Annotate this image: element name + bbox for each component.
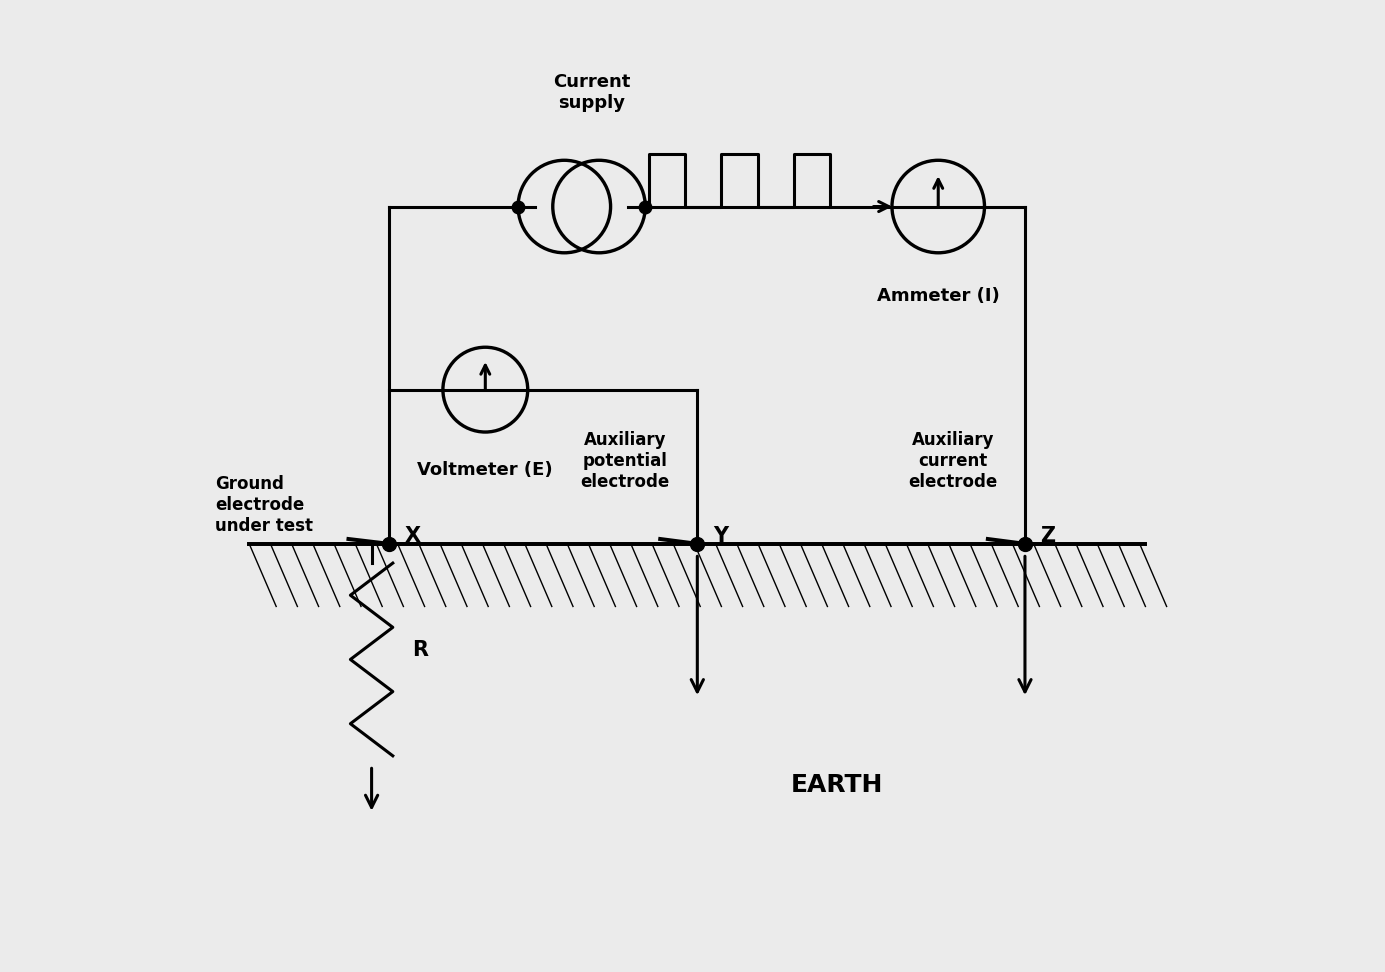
Text: Ground
electrode
under test: Ground electrode under test (216, 475, 313, 535)
Text: X: X (404, 526, 421, 546)
Text: Current
supply: Current supply (553, 73, 630, 112)
Text: Auxiliary
current
electrode: Auxiliary current electrode (909, 432, 997, 491)
Text: Y: Y (713, 526, 729, 546)
Text: R: R (413, 640, 428, 660)
Text: EARTH: EARTH (791, 773, 884, 797)
Text: Voltmeter (E): Voltmeter (E) (417, 461, 553, 479)
Text: Ammeter (I): Ammeter (I) (877, 287, 1000, 304)
Text: Z: Z (1040, 526, 1055, 546)
Text: Auxiliary
potential
electrode: Auxiliary potential electrode (580, 432, 670, 491)
